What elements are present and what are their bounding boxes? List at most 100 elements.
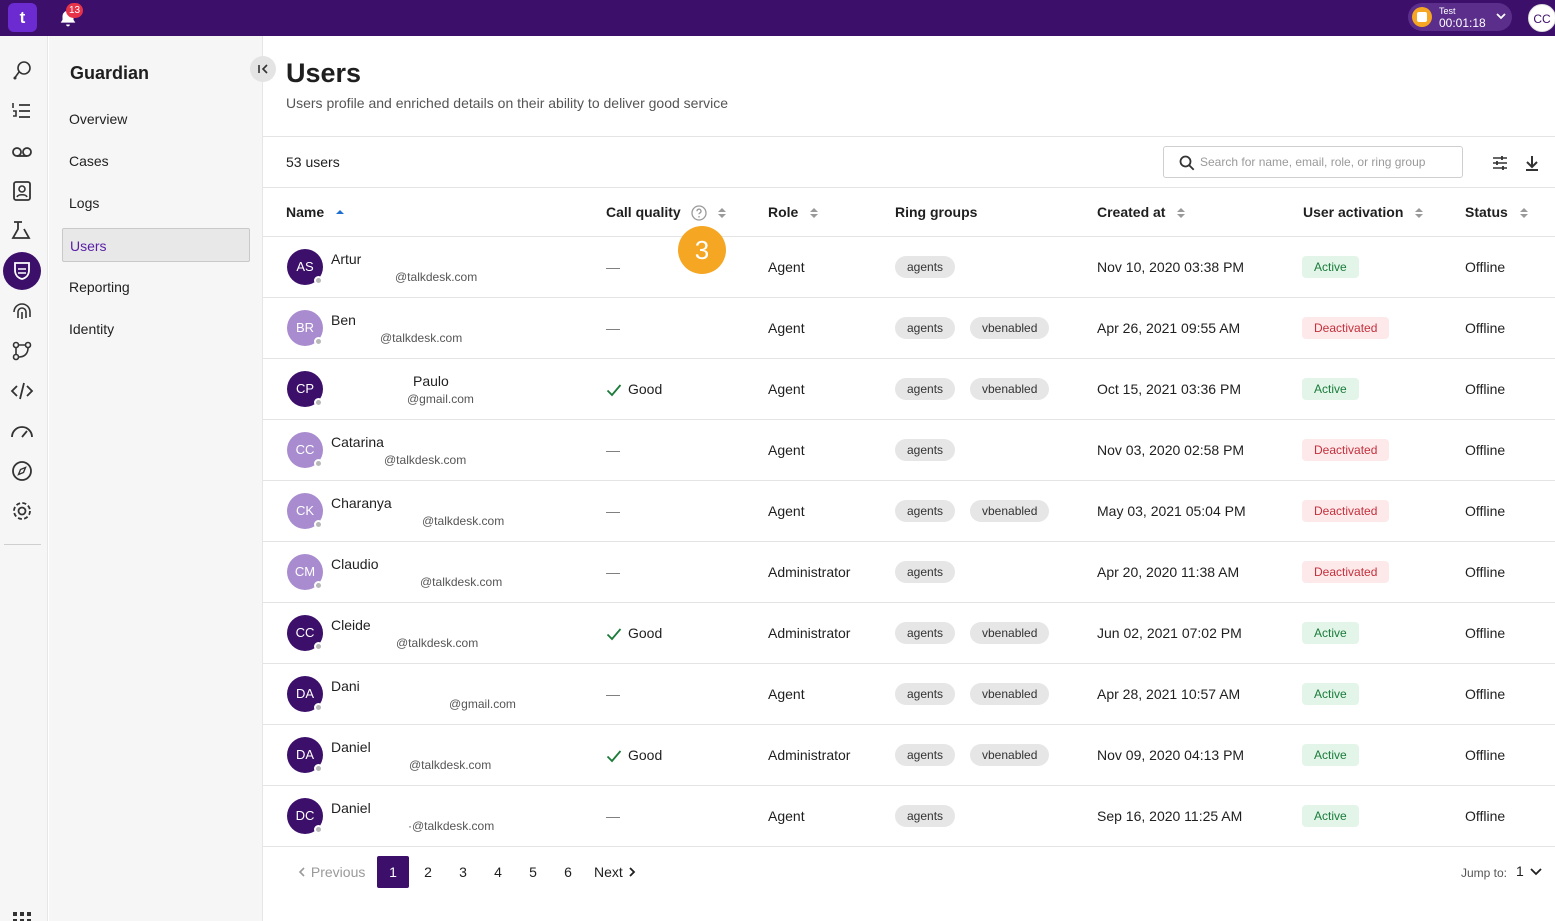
user-name[interactable]: Dani: [331, 678, 360, 694]
sidebar-item-identity[interactable]: Identity: [69, 321, 115, 337]
page-6-button[interactable]: 6: [564, 864, 572, 880]
user-name[interactable]: Charanya: [331, 495, 392, 511]
next-label: Next: [594, 864, 623, 880]
fingerprint-icon[interactable]: [9, 298, 35, 324]
conversations-icon[interactable]: [9, 58, 35, 84]
avatar: CM: [287, 554, 323, 590]
user-email: @talkdesk.com: [409, 758, 492, 772]
user-name[interactable]: Cleide: [331, 617, 371, 633]
chevron-down-icon: [1496, 13, 1506, 20]
user-avatar[interactable]: CC: [1528, 4, 1555, 32]
col-role-header[interactable]: Role: [768, 204, 819, 220]
sort-icon[interactable]: [810, 207, 819, 219]
voicemail-icon[interactable]: [9, 138, 35, 164]
sort-icon[interactable]: [1415, 207, 1424, 219]
presence-dot: [314, 825, 323, 834]
page-5-button[interactable]: 5: [529, 864, 537, 880]
table-row[interactable]: CM Claudio @talkdesk.com — Administrator agen…: [263, 542, 1555, 603]
created-at: Apr 28, 2021 10:57 AM: [1097, 686, 1241, 702]
presence-dot: [314, 337, 323, 346]
col-call-quality-header[interactable]: Call quality: [606, 204, 727, 221]
created-at: Jun 02, 2021 07:02 PM: [1097, 625, 1242, 641]
chevron-down-icon[interactable]: [1529, 865, 1543, 879]
dashboard-icon[interactable]: [9, 418, 35, 444]
compass-icon[interactable]: [9, 458, 35, 484]
search-box[interactable]: [1163, 146, 1463, 178]
col-user-activation-header[interactable]: User activation: [1303, 204, 1424, 220]
contacts-icon[interactable]: [9, 178, 35, 204]
routing-icon[interactable]: [9, 338, 35, 364]
table-row[interactable]: DA Dani @gmail.com — Agent agents vbenabled Apr…: [263, 664, 1555, 725]
search-input[interactable]: [1200, 152, 1455, 172]
table-row[interactable]: AS Artur @talkdesk.com — Agent agents Nov 10, …: [263, 237, 1555, 298]
pagination: Previous 1 2 3 4 5 6 Next Jump to: 1: [263, 847, 1555, 897]
sidebar-item-logs[interactable]: Logs: [69, 195, 100, 211]
gear-icon[interactable]: [9, 498, 35, 524]
user-name[interactable]: Artur: [331, 251, 362, 267]
col-created-at-header[interactable]: Created at: [1097, 204, 1186, 220]
apps-grid-icon[interactable]: [9, 906, 35, 921]
avatar-initials: CM: [294, 564, 316, 579]
search-icon: [1179, 155, 1195, 171]
sort-ascending-icon[interactable]: [336, 207, 345, 219]
page-1-button[interactable]: 1: [377, 856, 409, 888]
sort-icon[interactable]: [1519, 207, 1528, 219]
col-status-header[interactable]: Status: [1465, 204, 1528, 220]
table-row[interactable]: CP Paulo @gmail.com Good Agent agents vbenable…: [263, 359, 1555, 420]
user-role: Agent: [768, 503, 805, 519]
user-name[interactable]: Paulo: [413, 373, 449, 389]
user-role: Agent: [768, 259, 805, 275]
jump-to-select[interactable]: 1: [1516, 863, 1524, 879]
col-name-header[interactable]: Name: [286, 204, 345, 220]
next-page-button[interactable]: Next: [594, 864, 637, 880]
user-name[interactable]: Catarina: [331, 434, 384, 450]
page-title: Users: [286, 58, 362, 88]
user-email: @talkdesk.com: [380, 331, 463, 345]
avatar: DA: [287, 737, 323, 773]
table-row[interactable]: CC Catarina @talkdesk.com — Agent agents Nov 0…: [263, 420, 1555, 481]
collapse-sidebar-button[interactable]: [250, 56, 276, 82]
session-timer[interactable]: Test 00:01:18: [1408, 3, 1512, 31]
ring-group-tag: agents: [895, 500, 956, 522]
activation-badge: Active: [1302, 378, 1359, 400]
avatar-initials: AS: [296, 259, 314, 274]
user-name[interactable]: Claudio: [331, 556, 379, 572]
guardian-sidebar: Guardian Overview Cases Logs Users Repor…: [49, 36, 276, 921]
table-row[interactable]: CK Charanya @talkdesk.com — Agent agents vbena…: [263, 481, 1555, 542]
call-quality-value: Good: [628, 747, 663, 763]
sidebar-item-cases[interactable]: Cases: [69, 153, 109, 169]
sort-icon[interactable]: [1177, 207, 1186, 219]
avatar-initials: CC: [295, 625, 315, 640]
presence-dot: [314, 520, 323, 529]
download-icon[interactable]: [1522, 153, 1542, 173]
list-icon[interactable]: [9, 98, 35, 124]
check-icon: [606, 750, 622, 763]
shield-icon[interactable]: [9, 258, 35, 284]
table-row[interactable]: DA Daniel @talkdesk.com Good Administrator ag…: [263, 725, 1555, 786]
user-name[interactable]: Ben: [331, 312, 356, 328]
user-name[interactable]: Daniel: [331, 800, 371, 816]
help-icon[interactable]: [690, 205, 707, 221]
user-name[interactable]: Daniel: [331, 739, 371, 755]
activation-badge: Deactivated: [1302, 561, 1390, 583]
app-logo[interactable]: t: [8, 3, 37, 32]
flows-icon[interactable]: [9, 218, 35, 244]
previous-page-button[interactable]: Previous: [297, 864, 365, 880]
call-quality: —: [606, 564, 620, 580]
user-role: Agent: [768, 381, 805, 397]
sidebar-item-reporting[interactable]: Reporting: [69, 279, 130, 295]
table-row[interactable]: CC Cleide @talkdesk.com Good Administrator ag…: [263, 603, 1555, 664]
user-email: @talkdesk.com: [396, 636, 479, 650]
avatar: CC: [287, 432, 323, 468]
activation-badge: Active: [1302, 744, 1359, 766]
table-row[interactable]: BR Ben @talkdesk.com — Agent agents vbenabled A…: [263, 298, 1555, 359]
page-2-button[interactable]: 2: [424, 864, 432, 880]
page-4-button[interactable]: 4: [494, 864, 502, 880]
table-row[interactable]: DC Daniel ·@talkdesk.com — Agent agents Sep 16…: [263, 786, 1555, 847]
sort-icon[interactable]: [718, 207, 727, 219]
page-3-button[interactable]: 3: [459, 864, 467, 880]
sidebar-item-users[interactable]: Users: [62, 228, 250, 262]
code-icon[interactable]: [9, 378, 35, 404]
filter-sliders-icon[interactable]: [1490, 153, 1510, 173]
sidebar-item-overview[interactable]: Overview: [69, 111, 128, 127]
